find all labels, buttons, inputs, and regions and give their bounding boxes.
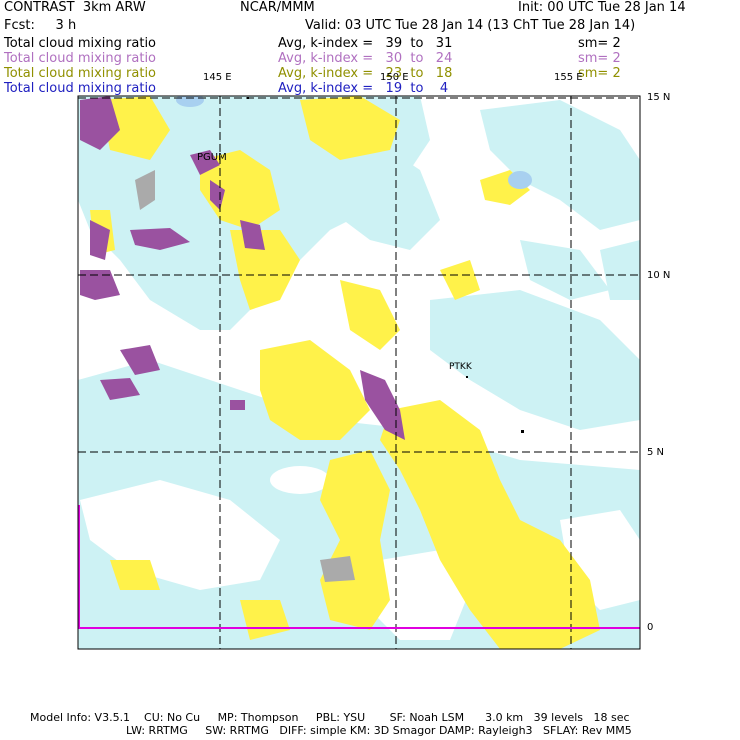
lat-lon-grid xyxy=(78,96,640,649)
legend-field-4: Total cloud mixing ratio xyxy=(4,81,157,96)
lon-label-150e: 150 E xyxy=(380,72,409,83)
legend-field-1: Total cloud mixing ratio xyxy=(4,36,157,51)
purple-cloud-layer xyxy=(80,96,405,440)
legend-sm-1: sm= 2 xyxy=(578,36,621,51)
lon-label-145e: 145 E xyxy=(203,72,232,83)
model-info-line-2: LW: RRTMG SW: RRTMG DIFF: simple KM: 3D … xyxy=(126,724,632,737)
cloud-fields xyxy=(78,96,640,649)
gray-cloud-layer xyxy=(135,170,355,582)
org-label: NCAR/MMM xyxy=(240,0,315,15)
legend-range-4: Avg, k-index = 19 to 4 xyxy=(278,81,449,96)
station-pgum: PGUM xyxy=(197,152,227,163)
valid-time: Valid: 03 UTC Tue 28 Jan 14 (13 ChT Tue … xyxy=(305,18,636,33)
legend-range-3: Avg, k-index = 23 to 18 xyxy=(278,66,453,81)
legend-field-2: Total cloud mixing ratio xyxy=(4,51,157,66)
station-ptkk: PTKK xyxy=(449,362,472,372)
model-info-line-1: Model Info: V3.5.1 CU: No Cu MP: Thompso… xyxy=(30,711,630,724)
forecast-hour: Fcst: 3 h xyxy=(4,18,77,33)
legend-range-1: Avg, k-index = 39 to 31 xyxy=(278,36,453,51)
island-marks xyxy=(247,97,524,433)
blue-cloud-layer xyxy=(176,96,532,189)
lat-label-10n: 10 N xyxy=(647,270,671,281)
model-title: CONTRAST 3km ARW xyxy=(4,0,146,15)
legend-sm-3: sm= 2 xyxy=(578,66,621,81)
lat-label-5n: 5 N xyxy=(647,447,665,458)
init-time: Init: 00 UTC Tue 28 Jan 14 xyxy=(518,0,686,15)
lat-label-0: 0 xyxy=(647,622,654,633)
lon-label-155e: 155 E xyxy=(554,72,583,83)
magenta-contour xyxy=(78,505,640,629)
legend-range-2: Avg, k-index = 30 to 24 xyxy=(278,51,453,66)
lat-label-15n: 15 N xyxy=(647,92,671,103)
plot-frame xyxy=(77,95,641,650)
legend-sm-2: sm= 2 xyxy=(578,51,621,66)
legend-field-3: Total cloud mixing ratio xyxy=(4,66,157,81)
